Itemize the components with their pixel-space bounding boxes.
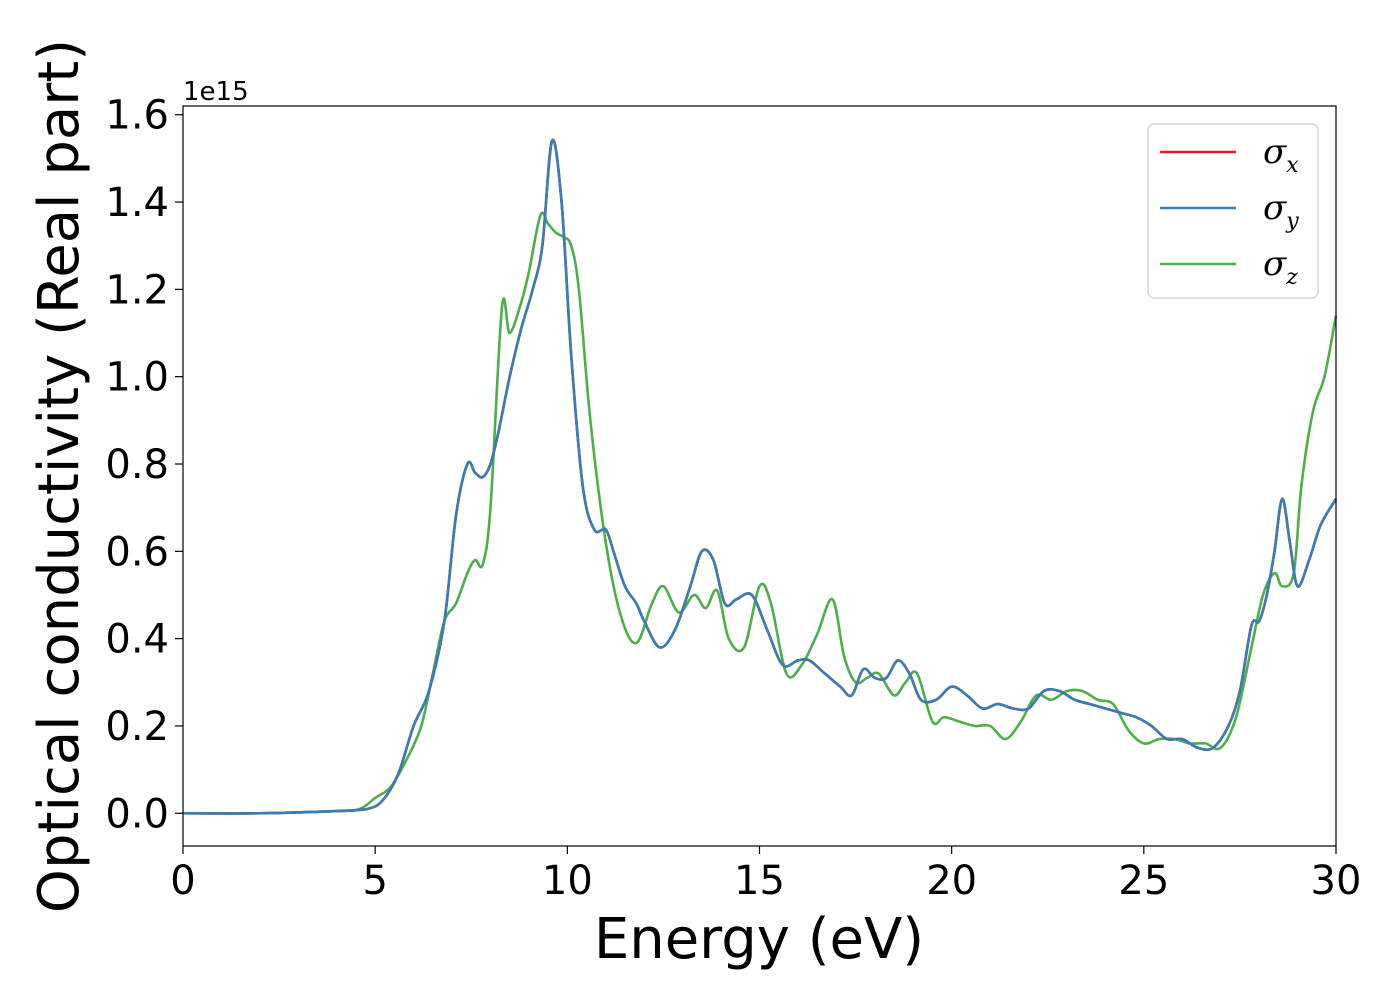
y-tick-label: 0.0	[105, 791, 169, 837]
x-tick-label: 10	[542, 858, 593, 904]
x-tick-label: 30	[1311, 858, 1362, 904]
legend-subscript: x	[1286, 153, 1299, 178]
legend-label-sigma-y: σy	[1263, 188, 1299, 234]
x-tick-label: 0	[170, 858, 195, 904]
y-tick-label: 1.0	[105, 355, 169, 401]
y-tick-label: 0.4	[105, 617, 169, 663]
series-line-sigma-y	[182, 138, 1338, 815]
legend-label-sigma-x: σx	[1263, 132, 1299, 178]
legend-subscript: y	[1285, 209, 1299, 234]
x-axis: 0 5 10 15 20 25 30	[170, 846, 1361, 904]
legend-box	[1147, 123, 1319, 299]
y-axis-title: Optical conductivity (Real part)	[27, 39, 92, 913]
y-offset-text: 1e15	[183, 77, 249, 107]
x-axis-title: Energy (eV)	[594, 907, 924, 972]
legend-symbol: σ	[1263, 188, 1287, 228]
legend-label-sigma-z: σz	[1263, 244, 1298, 290]
y-tick-label: 1.4	[105, 180, 169, 226]
x-tick-label: 20	[926, 858, 977, 904]
x-tick-label: 15	[734, 858, 785, 904]
x-tick-label: 25	[1118, 858, 1169, 904]
legend-symbol: σ	[1263, 244, 1287, 284]
y-tick-label: 0.2	[105, 704, 169, 750]
y-axis: 0.0 0.2 0.4 0.6 0.8 1.0 1.2 1.4 1.6	[105, 93, 183, 837]
y-tick-label: 1.6	[105, 93, 169, 139]
y-tick-label: 0.8	[105, 442, 169, 488]
y-tick-label: 1.2	[105, 267, 169, 313]
y-tick-label: 0.6	[105, 529, 169, 575]
legend-symbol: σ	[1263, 132, 1287, 172]
x-tick-label: 5	[362, 858, 387, 904]
series-lines	[182, 138, 1338, 815]
legend-subscript: z	[1285, 265, 1298, 290]
